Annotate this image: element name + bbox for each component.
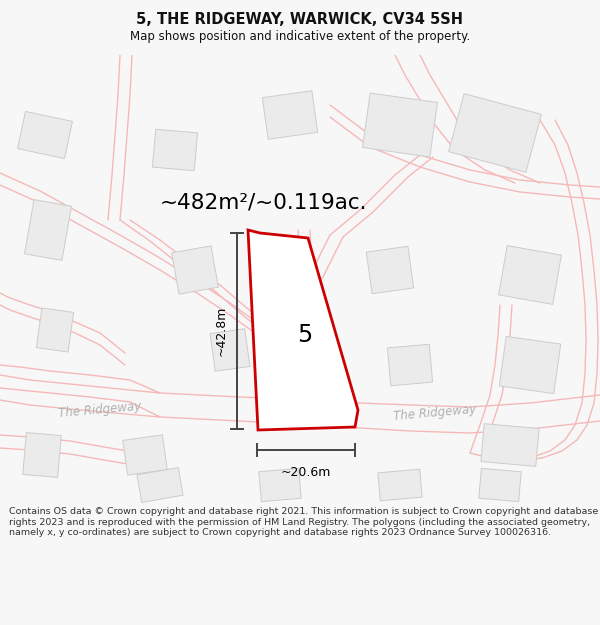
Polygon shape [248, 230, 358, 430]
Text: The Ridgeway: The Ridgeway [58, 400, 142, 420]
Polygon shape [499, 246, 562, 304]
Text: Contains OS data © Crown copyright and database right 2021. This information is : Contains OS data © Crown copyright and d… [9, 508, 598, 538]
Polygon shape [378, 469, 422, 501]
Text: ~42.8m: ~42.8m [215, 306, 227, 356]
Polygon shape [210, 329, 250, 371]
Polygon shape [172, 246, 218, 294]
Polygon shape [479, 468, 521, 502]
Polygon shape [259, 468, 301, 502]
Polygon shape [362, 93, 437, 157]
Text: ~482m²/~0.119ac.: ~482m²/~0.119ac. [160, 193, 367, 213]
Text: 5, THE RIDGEWAY, WARWICK, CV34 5SH: 5, THE RIDGEWAY, WARWICK, CV34 5SH [137, 12, 464, 27]
Text: The Ridgeway: The Ridgeway [393, 403, 477, 423]
Polygon shape [25, 199, 71, 261]
Polygon shape [17, 111, 73, 159]
Polygon shape [499, 336, 561, 394]
Polygon shape [123, 435, 167, 475]
Polygon shape [366, 246, 414, 294]
Polygon shape [481, 424, 539, 466]
Polygon shape [449, 94, 541, 172]
Text: Map shows position and indicative extent of the property.: Map shows position and indicative extent… [130, 30, 470, 43]
Polygon shape [137, 468, 183, 502]
Polygon shape [152, 129, 197, 171]
Text: ~20.6m: ~20.6m [281, 466, 331, 479]
Text: 5: 5 [298, 323, 313, 347]
Polygon shape [23, 432, 61, 478]
Polygon shape [388, 344, 433, 386]
Polygon shape [262, 91, 317, 139]
Polygon shape [37, 308, 74, 352]
